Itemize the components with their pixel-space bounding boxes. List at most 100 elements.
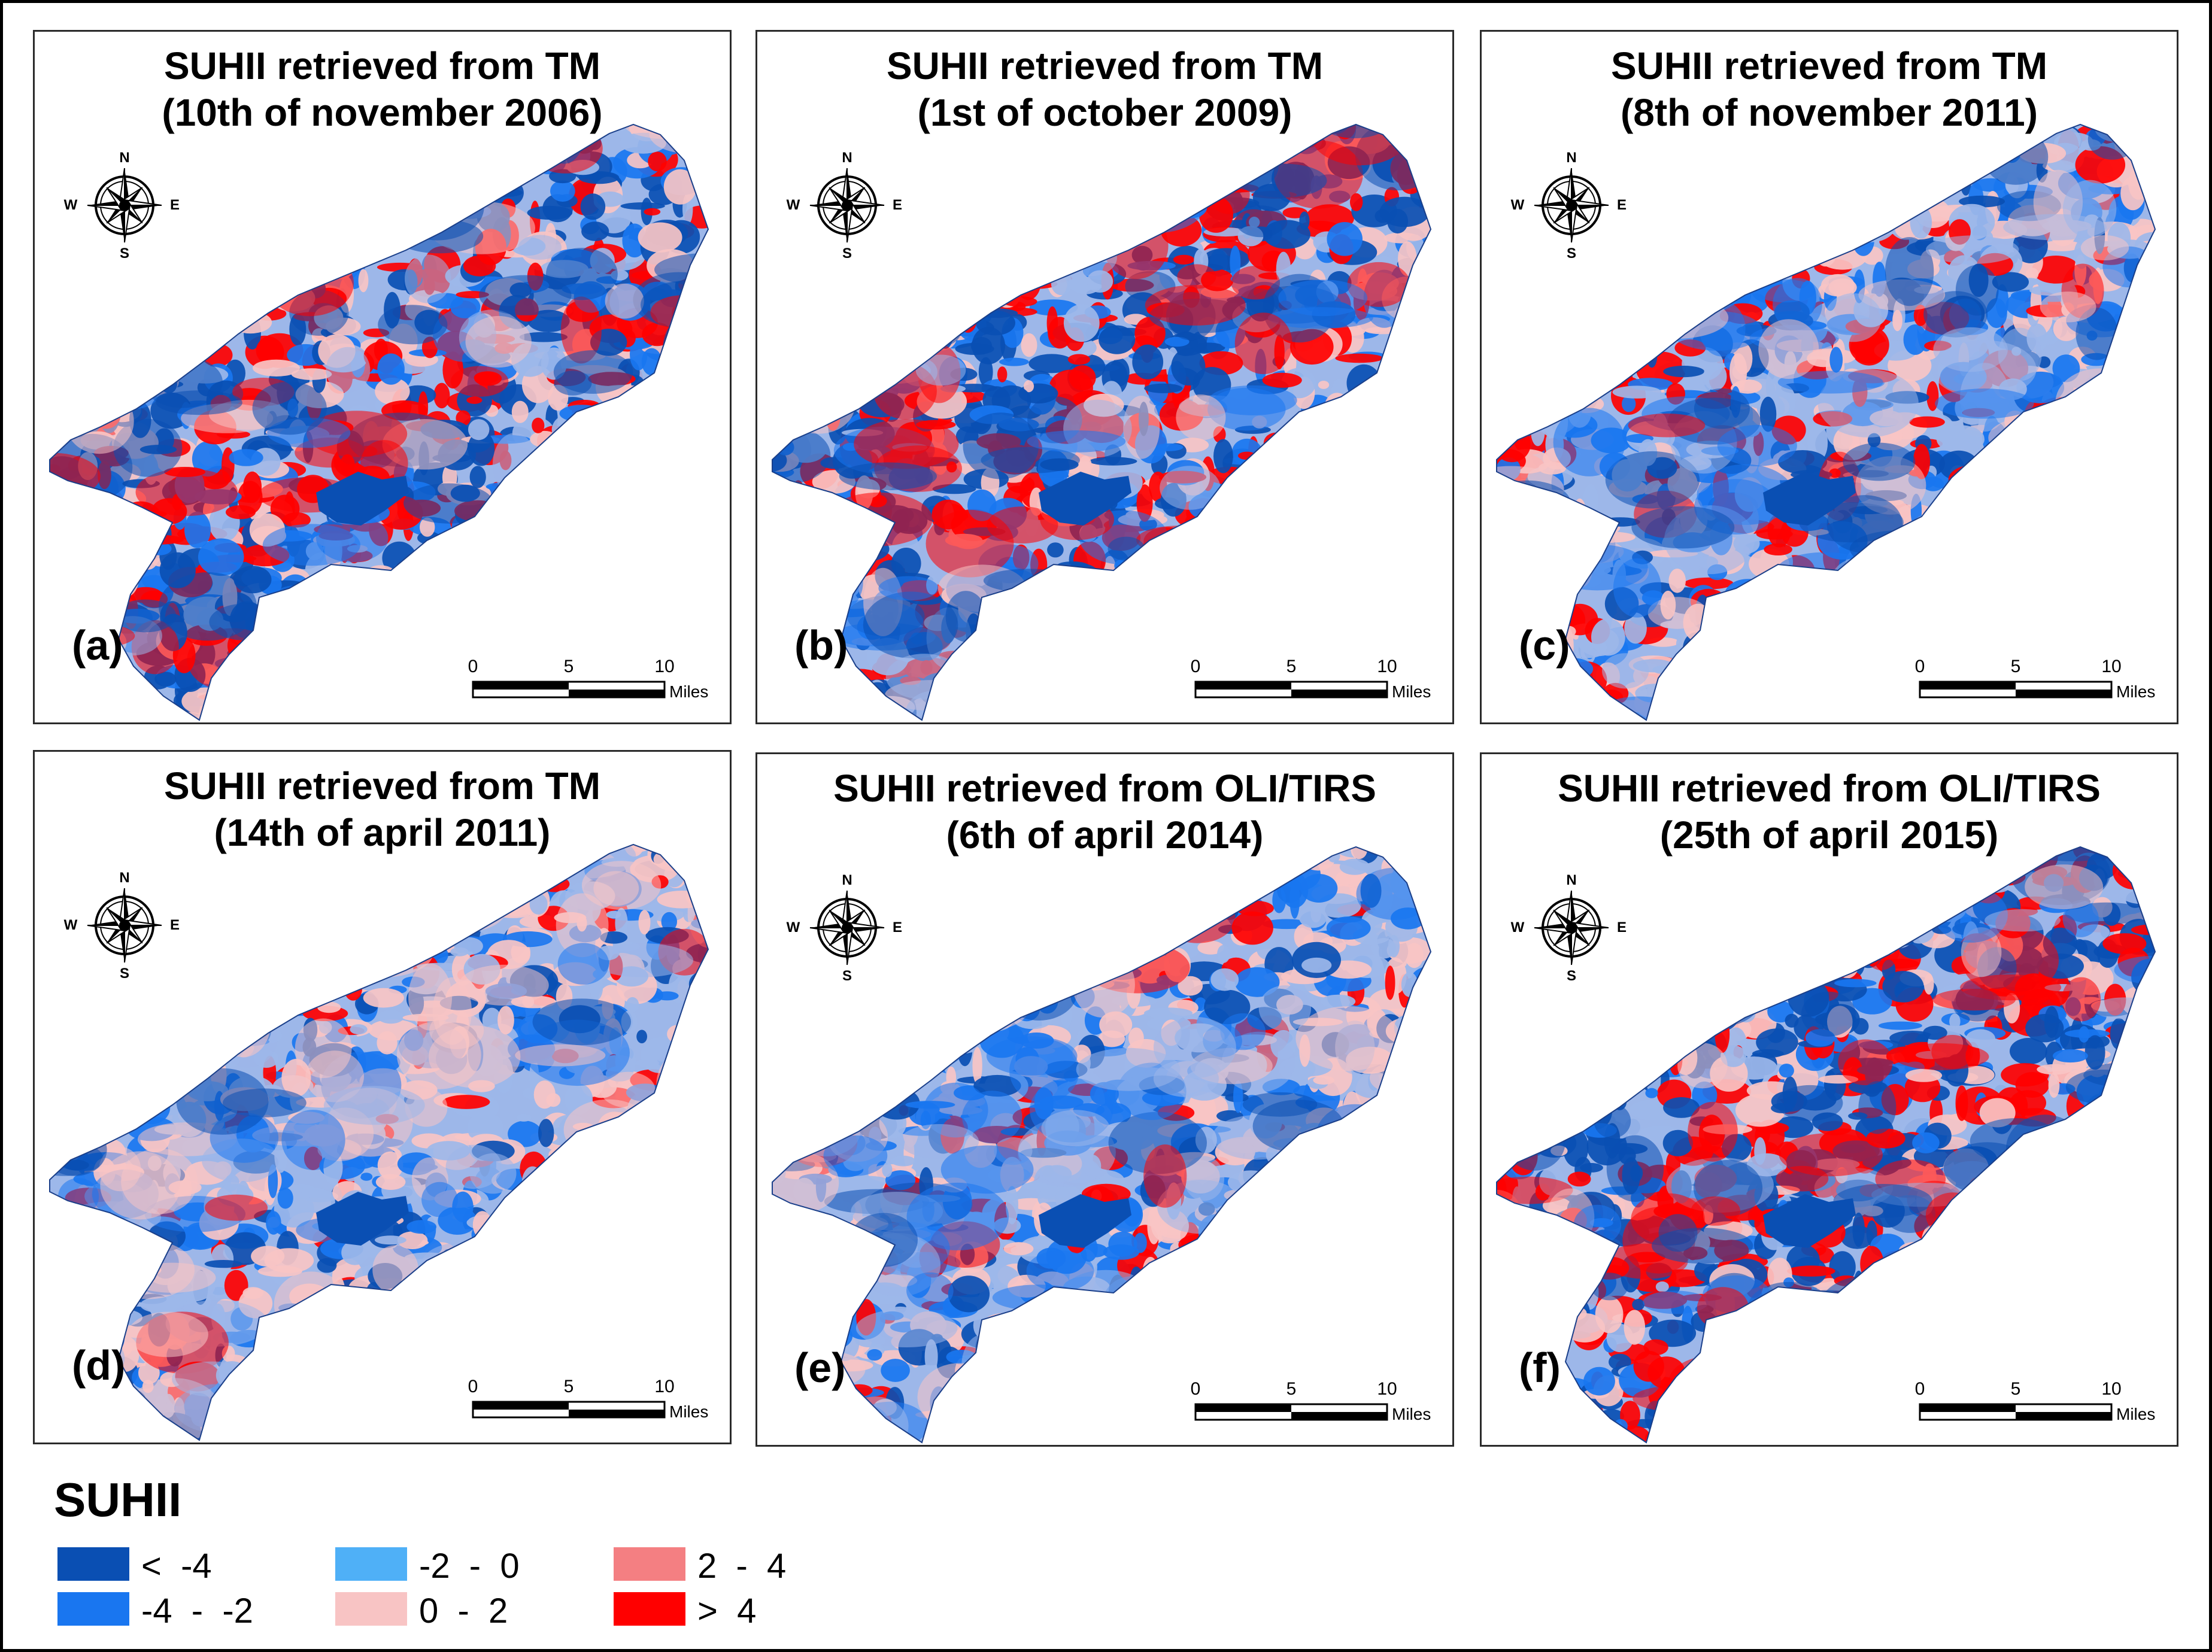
suhii-map bbox=[1496, 846, 2156, 1444]
legend-swatch bbox=[57, 1592, 129, 1626]
panel-title-line2: (8th of november 2011) bbox=[1620, 91, 2038, 134]
scale-tick-label: 10 bbox=[654, 657, 674, 676]
scale-unit: Miles bbox=[669, 1402, 708, 1421]
panel-title: SUHII retrieved from OLI/TIRS (25th of ap… bbox=[1482, 765, 2177, 858]
scale-tick-label: 5 bbox=[2011, 1379, 2021, 1399]
legend-title: SUHII bbox=[54, 1473, 182, 1526]
panel-title-line2: (1st of october 2009) bbox=[917, 91, 1292, 134]
scale-tick-label: 5 bbox=[564, 1377, 574, 1396]
panel-label: (a) bbox=[72, 622, 123, 669]
scale-tick-label: 5 bbox=[1286, 657, 1297, 676]
legend-label: < -4 bbox=[141, 1547, 212, 1586]
scale-tick-label: 0 bbox=[1191, 657, 1201, 676]
scale-bar: 0 5 10 Miles bbox=[1915, 1379, 2156, 1423]
legend-swatch bbox=[614, 1547, 685, 1581]
compass-label-w: W bbox=[787, 197, 800, 213]
compass-label-e: E bbox=[893, 197, 902, 213]
map-panel-b: SUHII retrieved from TM (1st of october 2… bbox=[755, 30, 1454, 724]
scale-unit: Miles bbox=[2116, 1405, 2155, 1423]
legend-swatch bbox=[57, 1547, 129, 1581]
compass-label-s: S bbox=[1567, 245, 1576, 262]
map-panel-a: SUHII retrieved from TM (10th of november… bbox=[33, 30, 732, 724]
legend-label: > 4 bbox=[697, 1592, 757, 1630]
legend-swatch bbox=[614, 1592, 685, 1626]
scale-tick-label: 0 bbox=[468, 657, 478, 676]
compass-label-w: W bbox=[787, 919, 800, 936]
compass-label-e: E bbox=[170, 197, 180, 213]
panel-label: (d) bbox=[72, 1342, 126, 1389]
suhii-map bbox=[1496, 123, 2156, 721]
scale-tick-label: 0 bbox=[468, 1377, 478, 1396]
panel-title-line1: SUHII retrieved from TM bbox=[1610, 44, 2048, 87]
compass-rose-icon: N S E W bbox=[1511, 872, 1627, 984]
compass-rose-icon: N S E W bbox=[64, 150, 180, 262]
legend: SUHII < -4 -4 - -2 -2 - 0 0 - 2 2 - 4 > … bbox=[54, 1472, 892, 1640]
panel-title: SUHII retrieved from TM (14th of april 20… bbox=[35, 763, 730, 856]
legend-label: 2 - 4 bbox=[697, 1547, 787, 1586]
compass-label-s: S bbox=[120, 965, 129, 982]
compass-label-n: N bbox=[119, 870, 129, 886]
compass-label-n: N bbox=[1566, 872, 1576, 888]
compass-rose-icon: N S E W bbox=[787, 150, 902, 262]
legend-swatch bbox=[335, 1547, 407, 1581]
panel-title-line2: (6th of april 2014) bbox=[946, 813, 1264, 857]
compass-rose-icon: N S E W bbox=[1511, 150, 1627, 262]
map-panel-c: SUHII retrieved from TM (8th of november … bbox=[1480, 30, 2178, 724]
compass-label-s: S bbox=[842, 245, 852, 262]
map-panel-f: SUHII retrieved from OLI/TIRS (25th of ap… bbox=[1480, 752, 2178, 1447]
compass-label-n: N bbox=[119, 150, 129, 166]
panel-title: SUHII retrieved from OLI/TIRS (6th of apr… bbox=[757, 765, 1452, 858]
scale-tick-label: 0 bbox=[1915, 1379, 1925, 1399]
scale-tick-label: 5 bbox=[1286, 1379, 1297, 1399]
panel-title: SUHII retrieved from TM (1st of october 2… bbox=[757, 42, 1452, 136]
compass-label-n: N bbox=[1566, 150, 1576, 166]
compass-label-s: S bbox=[842, 968, 852, 984]
compass-label-s: S bbox=[120, 245, 129, 262]
compass-label-s: S bbox=[1567, 968, 1576, 984]
scale-tick-label: 10 bbox=[654, 1377, 674, 1396]
compass-label-e: E bbox=[170, 917, 180, 933]
compass-rose-icon: N S E W bbox=[787, 872, 902, 984]
compass-label-n: N bbox=[842, 150, 852, 166]
panel-title-line1: SUHII retrieved from OLI/TIRS bbox=[833, 767, 1376, 810]
scale-bar: 0 5 10 Miles bbox=[1191, 657, 1431, 701]
legend-label: 0 - 2 bbox=[419, 1592, 508, 1630]
map-panel-e: SUHII retrieved from OLI/TIRS (6th of apr… bbox=[755, 752, 1454, 1447]
legend-swatch bbox=[335, 1592, 407, 1626]
compass-label-n: N bbox=[842, 872, 852, 888]
scale-unit: Miles bbox=[1392, 682, 1431, 701]
scale-tick-label: 5 bbox=[2011, 657, 2021, 676]
scale-tick-label: 0 bbox=[1191, 1379, 1201, 1399]
compass-label-w: W bbox=[64, 917, 78, 933]
scale-tick-label: 10 bbox=[2101, 1379, 2121, 1399]
map-panel-d: SUHII retrieved from TM (14th of april 20… bbox=[33, 750, 732, 1444]
compass-label-e: E bbox=[1617, 197, 1627, 213]
compass-label-e: E bbox=[1617, 919, 1627, 936]
panel-label: (b) bbox=[794, 622, 848, 669]
legend-label: -4 - -2 bbox=[141, 1592, 253, 1630]
scale-bar: 0 5 10 Miles bbox=[468, 1377, 709, 1421]
panel-title-line2: (14th of april 2011) bbox=[214, 811, 551, 854]
compass-label-w: W bbox=[1511, 197, 1525, 213]
compass-label-w: W bbox=[1511, 919, 1525, 936]
scale-tick-label: 0 bbox=[1915, 657, 1925, 676]
panel-title-line1: SUHII retrieved from TM bbox=[163, 764, 601, 807]
scale-bar: 0 5 10 Miles bbox=[468, 657, 709, 701]
panel-title-line1: SUHII retrieved from OLI/TIRS bbox=[1558, 767, 2101, 810]
compass-rose-icon: N S E W bbox=[64, 870, 180, 982]
panel-label: (c) bbox=[1519, 622, 1570, 669]
legend-label: -2 - 0 bbox=[419, 1547, 520, 1586]
panel-title-line1: SUHII retrieved from TM bbox=[886, 44, 1324, 87]
scale-unit: Miles bbox=[669, 682, 708, 701]
panel-title: SUHII retrieved from TM (10th of november… bbox=[35, 42, 730, 136]
panel-title: SUHII retrieved from TM (8th of november … bbox=[1482, 42, 2177, 136]
compass-label-e: E bbox=[893, 919, 902, 936]
suhii-map bbox=[49, 843, 709, 1441]
panel-label: (e) bbox=[794, 1344, 846, 1391]
scale-tick-label: 10 bbox=[2101, 657, 2121, 676]
panel-title-line2: (10th of november 2006) bbox=[162, 91, 603, 134]
suhii-map bbox=[772, 846, 1432, 1444]
compass-label-w: W bbox=[64, 197, 78, 213]
scale-tick-label: 10 bbox=[1377, 1379, 1397, 1399]
